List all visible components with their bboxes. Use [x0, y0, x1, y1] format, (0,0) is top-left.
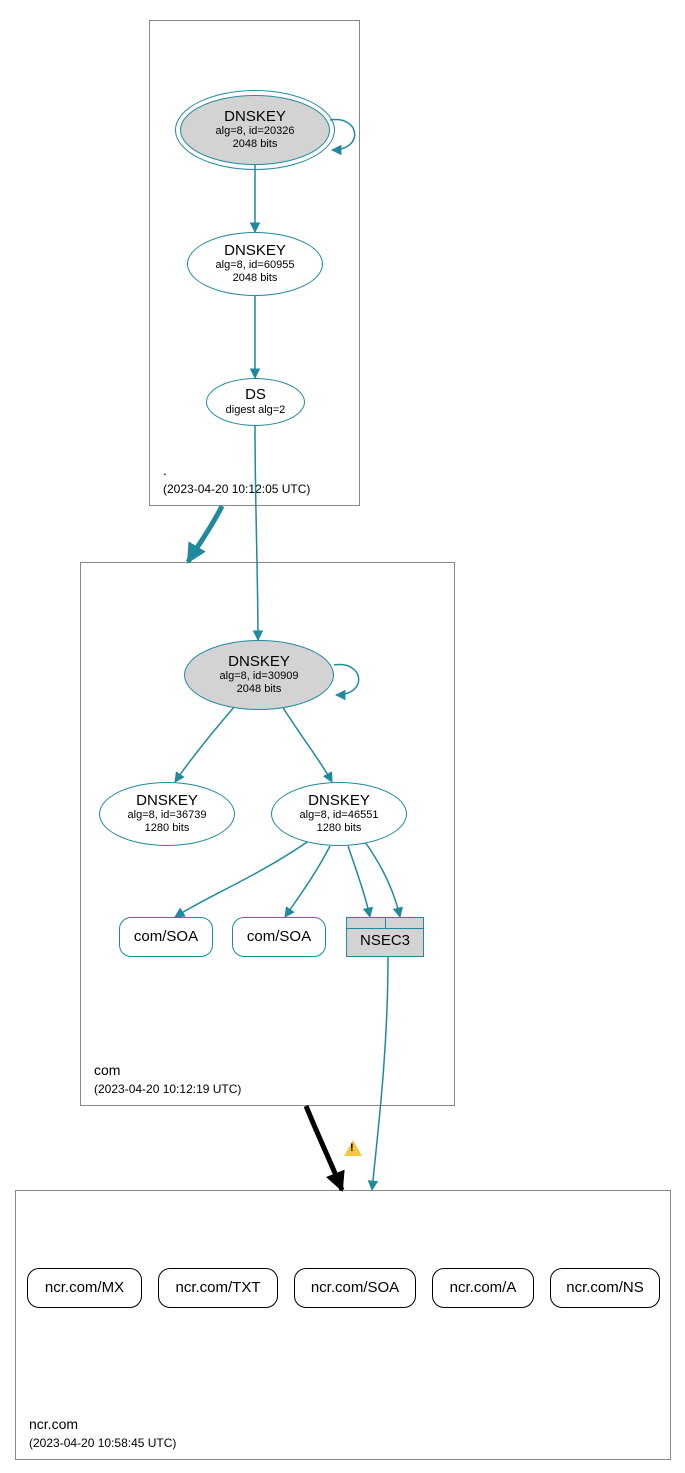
com-nsec3-node: NSEC3 [346, 917, 424, 957]
com-zsk2-line3: 1280 bits [317, 822, 362, 835]
ncr-ns-node: ncr.com/NS [550, 1268, 660, 1308]
com-zsk1-title: DNSKEY [136, 793, 198, 810]
root-zsk-node: DNSKEY alg=8, id=60955 2048 bits [187, 232, 323, 296]
zone-ncr-timestamp: (2023-04-20 10:58:45 UTC) [29, 1436, 176, 1450]
ncr-txt-node: ncr.com/TXT [158, 1268, 278, 1308]
root-ksk-title: DNSKEY [224, 109, 286, 126]
com-nsec3-label: NSEC3 [360, 933, 410, 950]
root-ksk-line3: 2048 bits [233, 138, 278, 151]
ncr-soa-label: ncr.com/SOA [311, 1280, 399, 1297]
ncr-txt-label: ncr.com/TXT [175, 1280, 260, 1297]
com-zsk1-line2: alg=8, id=36739 [128, 809, 207, 822]
com-ksk-title: DNSKEY [228, 654, 290, 671]
root-ds-node: DS digest alg=2 [206, 378, 305, 426]
com-zsk2-node: DNSKEY alg=8, id=46551 1280 bits [271, 782, 407, 846]
root-zsk-title: DNSKEY [224, 243, 286, 260]
com-soa2-label: com/SOA [247, 929, 311, 946]
ncr-ns-label: ncr.com/NS [566, 1280, 644, 1297]
com-zsk1-node: DNSKEY alg=8, id=36739 1280 bits [99, 782, 235, 846]
root-zsk-line3: 2048 bits [233, 272, 278, 285]
com-soa1-node: com/SOA [119, 917, 213, 957]
ncr-a-label: ncr.com/A [450, 1280, 517, 1297]
warning-icon [344, 1140, 362, 1156]
root-ksk-line2: alg=8, id=20326 [216, 125, 295, 138]
com-soa1-label: com/SOA [134, 929, 198, 946]
ncr-mx-node: ncr.com/MX [27, 1268, 142, 1308]
com-ksk-node: DNSKEY alg=8, id=30909 2048 bits [184, 640, 334, 710]
com-zsk2-line2: alg=8, id=46551 [300, 809, 379, 822]
zone-root-label: . [163, 462, 167, 478]
root-ds-title: DS [245, 387, 266, 404]
ncr-a-node: ncr.com/A [432, 1268, 534, 1308]
root-zsk-line2: alg=8, id=60955 [216, 259, 295, 272]
zone-ncr [15, 1190, 671, 1460]
ncr-mx-label: ncr.com/MX [45, 1280, 124, 1297]
com-zsk2-title: DNSKEY [308, 793, 370, 810]
com-zsk1-line3: 1280 bits [145, 822, 190, 835]
zone-root-timestamp: (2023-04-20 10:12:05 UTC) [163, 482, 310, 496]
com-soa2-node: com/SOA [232, 917, 326, 957]
com-ksk-line3: 2048 bits [237, 683, 282, 696]
root-ksk-node: DNSKEY alg=8, id=20326 2048 bits [180, 95, 330, 165]
zone-com-timestamp: (2023-04-20 10:12:19 UTC) [94, 1082, 241, 1096]
ncr-soa-node: ncr.com/SOA [294, 1268, 416, 1308]
zone-com-label: com [94, 1062, 120, 1078]
root-ds-line2: digest alg=2 [226, 404, 286, 417]
zone-ncr-label: ncr.com [29, 1416, 78, 1432]
com-ksk-line2: alg=8, id=30909 [220, 670, 299, 683]
